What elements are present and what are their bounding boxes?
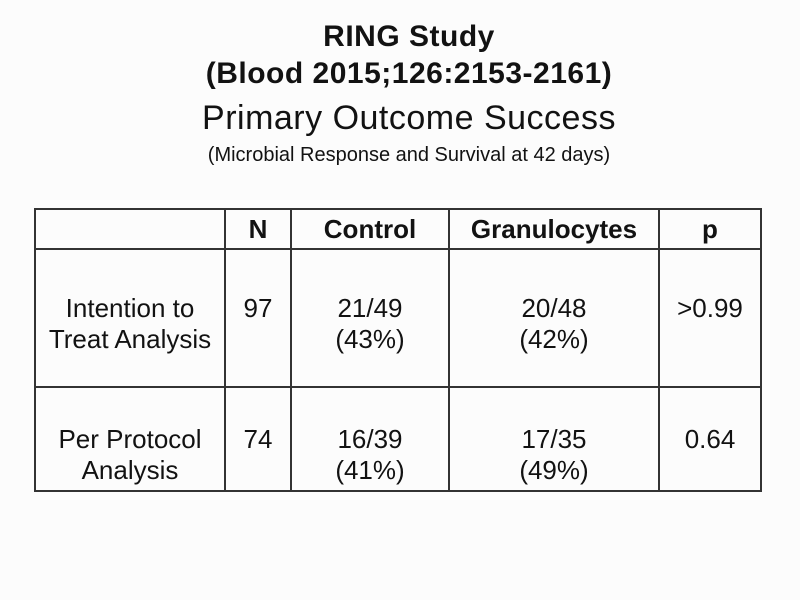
granulocytes-percent: (42%) — [519, 324, 589, 354]
slide-subtitle: Primary Outcome Success — [202, 99, 616, 137]
n-value-cell: 74 — [224, 386, 292, 492]
slide-subtitle-note: (Microbial Response and Survival at 42 d… — [207, 144, 611, 166]
granulocytes-value-cell: 20/48 (42%) — [448, 248, 660, 388]
p-value-cell: >0.99 — [658, 248, 762, 388]
results-table: N Control Granulocytes p Intention to Tr… — [34, 208, 762, 492]
table-row-intention-to-treat: Intention to Treat Analysis 97 21/49 (43… — [34, 248, 762, 388]
row-label-line: Analysis — [81, 455, 179, 485]
p-value: >0.99 — [677, 293, 743, 323]
control-value-cell: 16/39 (41%) — [290, 386, 450, 492]
col-header-n: N — [224, 208, 292, 250]
granulocytes-percent: (49%) — [519, 455, 589, 485]
granulocytes-value-cell: 17/35 (49%) — [448, 386, 660, 492]
control-value-cell: 21/49 (43%) — [290, 248, 450, 388]
col-header-rowlabel — [34, 208, 226, 250]
control-ratio: 16/39 — [337, 424, 403, 454]
control-percent: (43%) — [335, 324, 405, 354]
row-label-cell: Per Protocol Analysis — [34, 386, 226, 492]
row-label-cell: Intention to Treat Analysis — [34, 248, 226, 388]
row-label-line: Intention to — [65, 293, 195, 323]
study-title: RING Study — [323, 20, 495, 53]
study-citation: (Blood 2015;126:2153-2161) — [205, 57, 613, 90]
granulocytes-ratio: 17/35 — [521, 424, 587, 454]
col-header-control: Control — [290, 208, 450, 250]
slide-header: RING Study (Blood 2015;126:2153-2161) Pr… — [9, 18, 800, 168]
n-value: 97 — [243, 293, 273, 323]
granulocytes-ratio: 20/48 — [521, 293, 587, 323]
n-value: 74 — [243, 424, 273, 454]
n-value-cell: 97 — [224, 248, 292, 388]
row-label-line: Per Protocol — [58, 424, 202, 454]
table-row-per-protocol: Per Protocol Analysis 74 16/39 (41%) 17/… — [34, 386, 762, 492]
control-percent: (41%) — [335, 455, 405, 485]
p-value: 0.64 — [684, 424, 736, 454]
control-ratio: 21/49 — [337, 293, 403, 323]
table-header-row: N Control Granulocytes p — [34, 208, 762, 250]
p-value-cell: 0.64 — [658, 386, 762, 492]
col-header-granulocytes: Granulocytes — [448, 208, 660, 250]
col-header-p: p — [658, 208, 762, 250]
row-label-line: Treat Analysis — [48, 324, 212, 354]
